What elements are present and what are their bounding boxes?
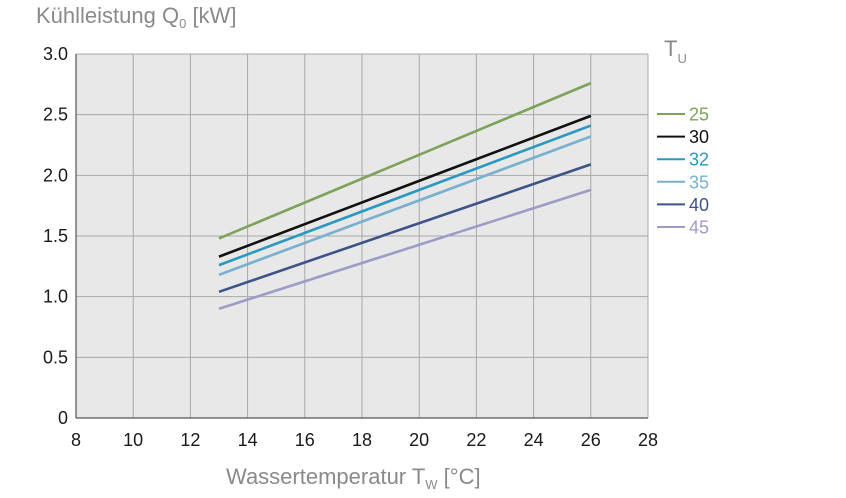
x-tick-label: 12 (180, 430, 200, 450)
y-tick-labels: 0 0.5 1.0 1.5 2.0 2.5 3.0 (43, 44, 68, 428)
y-tick-label: 3.0 (43, 44, 68, 64)
x-tick-label: 8 (71, 430, 81, 450)
series-line-30 (218, 114, 592, 258)
legend-title: TU (664, 36, 687, 66)
y-tick-label: 2.0 (43, 165, 68, 185)
legend-label-25: 25 (689, 105, 709, 125)
legend-label-30: 30 (689, 127, 709, 147)
series-lines (218, 81, 592, 311)
x-tick-label: 18 (352, 430, 372, 450)
x-tick-label: 16 (295, 430, 315, 450)
x-tick-label: 28 (638, 430, 658, 450)
series-line-25 (218, 81, 592, 240)
legend-label-32: 32 (689, 150, 709, 170)
x-tick-label: 10 (123, 430, 143, 450)
series-line-32 (218, 124, 592, 267)
y-tick-label: 0.5 (43, 347, 68, 367)
x-axis-title: Wassertemperatur TW [°C] (226, 464, 481, 492)
x-tick-label: 26 (581, 430, 601, 450)
y-axis-title: Kühlleistung Q0 [kW] (36, 3, 236, 31)
y-tick-label: 2.5 (43, 105, 68, 125)
x-tick-label: 22 (466, 430, 486, 450)
series-line-35 (218, 135, 592, 277)
x-tick-label: 20 (409, 430, 429, 450)
y-tick-label: 1.5 (43, 226, 68, 246)
x-tick-label: 14 (238, 430, 258, 450)
series-line-40 (218, 163, 592, 294)
legend-label-40: 40 (689, 195, 709, 215)
x-tick-label: 24 (524, 430, 544, 450)
x-tick-labels: 8 10 12 14 16 18 20 22 24 26 28 (71, 430, 658, 450)
y-tick-label: 0 (58, 408, 68, 428)
legend-label-45: 45 (689, 218, 709, 238)
legend-label-35: 35 (689, 172, 709, 192)
y-tick-label: 1.0 (43, 287, 68, 307)
series-line-45 (218, 188, 592, 311)
grid (75, 53, 649, 419)
